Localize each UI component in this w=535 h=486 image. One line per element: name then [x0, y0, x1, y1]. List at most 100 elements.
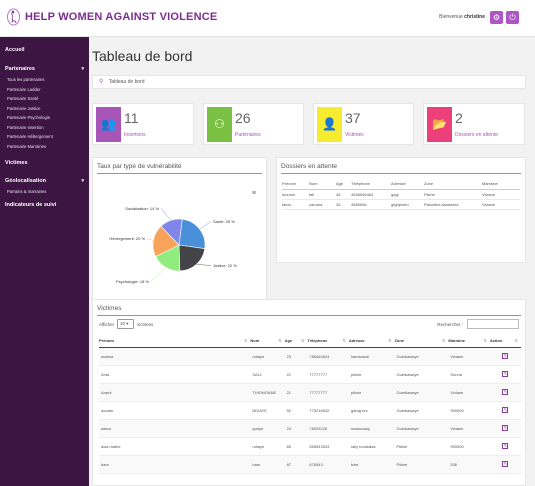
table-cell: 555543533: [307, 437, 349, 456]
column-header[interactable]: Age: [336, 178, 351, 190]
column-header[interactable]: Zone ⇅: [394, 335, 449, 348]
menu-icon[interactable]: ≡: [251, 190, 256, 197]
sidebar-subitem[interactable]: Partenaire Marraines: [7, 143, 47, 149]
column-header[interactable]: Nom ⇅: [250, 335, 285, 348]
column-header[interactable]: Prénom ⇅: [99, 335, 251, 348]
column-header[interactable]: Adresse: [391, 178, 424, 190]
pending-table: Prénom Nom Age Téléphone Adresse Zone Marraine…: [282, 178, 520, 210]
column-header[interactable]: Nom: [309, 178, 336, 190]
sidebar-item-victims[interactable]: Victimes: [5, 160, 28, 166]
table-cell: pikine: [348, 365, 395, 384]
table-cell: 45: [336, 189, 351, 200]
sidebar-item-home[interactable]: Accueil: [5, 47, 25, 53]
column-header[interactable]: Téléphone: [351, 178, 391, 190]
sort-icon: ⇅: [514, 338, 518, 344]
sidebar-item-indicators[interactable]: Indicateurs de suivi: [5, 201, 57, 208]
stat-card-insertions[interactable]: 👥 11 Insertions: [92, 103, 194, 145]
edit-icon[interactable]: ✎: [502, 389, 509, 395]
sidebar-subitem[interactable]: Partenaire Psychologie: [7, 115, 51, 120]
sidebar-subitem[interactable]: Partenaire Ladder: [7, 86, 41, 92]
table-row[interactable]: Arami THIONGANE 21 77777777 pikine Guediawaye…: [99, 383, 521, 402]
welcome-prefix: Bienvenue: [439, 14, 463, 20]
table-row[interactable]: fatou camara 26 4565656 gfghjhnhn Parcelles A…: [282, 199, 520, 210]
table-header-row: Prénom Nom Age Téléphone Adresse Zone Marraine: [282, 178, 520, 190]
sidebar-subitem[interactable]: Partenaire Santé: [7, 96, 39, 101]
pie-slice-santé[interactable]: [178, 218, 206, 250]
stat-label: Victimes: [345, 132, 364, 138]
pie-connector: [146, 238, 154, 241]
table-cell: rowaccasy: [348, 419, 395, 438]
victims-table: Prénom ⇅ Nom ⇅ Age ⇅ Téléphone ⇅ Adresse ⇅ Zone ⇅ Ma…: [99, 335, 521, 474]
action-cell: ✎: [489, 401, 521, 420]
table-cell: fche: [348, 455, 395, 474]
column-header[interactable]: Prénom: [282, 178, 309, 190]
search-input[interactable]: [467, 319, 519, 329]
column-header[interactable]: Adresse ⇅: [348, 335, 395, 348]
pie-label: Santé: 25 %: [213, 219, 235, 224]
table-row[interactable]: adama ndiaye 23 786464624 hamwasdi Guediawaye…: [99, 347, 521, 366]
table-row[interactable]: bam bam 87 676543 fche Pikine 536 ✎: [99, 455, 521, 474]
edit-icon[interactable]: ✎: [502, 371, 509, 377]
stat-label: Partenaires: [235, 132, 261, 138]
column-header[interactable]: Marraine: [482, 178, 520, 190]
table-row[interactable]: aatou gueye 24 78026226 rowaccasy Guediawaye V…: [99, 419, 521, 438]
table-cell: pikine: [348, 383, 395, 402]
stat-value: 11: [124, 110, 139, 126]
settings-button[interactable]: ⚙: [490, 11, 503, 24]
edit-icon[interactable]: ✎: [502, 407, 509, 413]
sidebar-subitem[interactable]: Tous les partenaires: [7, 77, 45, 82]
stat-card-partners[interactable]: ⚇ 26 Partenaires: [203, 103, 304, 145]
sidebar-item-geolocation[interactable]: Géolocalisation ▾: [0, 176, 89, 187]
table-row[interactable]: mounni fall 45 4546546464 gagi Pikine Viviane: [282, 189, 520, 200]
show-label: Afficher: [99, 322, 115, 327]
sidebar-subitem[interactable]: Partenaire Hébergement: [7, 134, 53, 139]
edit-icon[interactable]: ✎: [502, 353, 509, 359]
search-label: Rechercher :: [437, 322, 463, 327]
partners-icon: ⚇: [207, 107, 232, 142]
edit-icon[interactable]: ✎: [502, 443, 509, 449]
table-cell: THIONGANE: [250, 383, 285, 402]
sidebar-subitem[interactable]: Partenaire Justice: [7, 105, 41, 111]
table-cell: 676543: [307, 455, 349, 474]
page-size-select[interactable]: 10 ▾: [117, 319, 134, 329]
chevron-down-icon: ▾: [81, 178, 84, 184]
pie-connector: [196, 264, 212, 266]
column-header-label: Nom: [250, 338, 260, 344]
column-header-label: Prénom: [99, 338, 114, 344]
column-header-label: Zone: [394, 338, 405, 344]
stat-card-victims[interactable]: 👤 37 Victimes: [313, 103, 414, 145]
table-cell: hamwasdi: [348, 347, 395, 366]
pie-slice-socialisation[interactable]: [160, 218, 183, 246]
edit-icon[interactable]: ✎: [502, 461, 509, 467]
sidebar: Accueil Partenaires ▾ Tous les partenair…: [0, 37, 89, 486]
table-cell: Anta: [99, 365, 251, 384]
action-cell: ✎: [489, 437, 521, 456]
breadcrumb-label[interactable]: Tableau de bord: [108, 79, 145, 85]
table-cell: SALL: [250, 365, 285, 384]
column-header[interactable]: Action ⇅: [489, 335, 521, 348]
action-cell: ✎: [489, 419, 521, 438]
pie-slice-justice[interactable]: [178, 244, 206, 272]
pie-label: Socialisation: 14 %: [125, 206, 159, 211]
table-row[interactable]: Anta SALL 21 77777777 pikine Guediawaye Sonna ✎: [99, 365, 521, 384]
column-header-label: Age: [284, 338, 293, 344]
action-cell: ✎: [489, 365, 521, 384]
table-row[interactable]: aouam NDIAYE 52 775216632 gdrdg hrz Guediaway…: [99, 401, 521, 420]
table-cell: Guediawaye: [394, 419, 449, 438]
column-header[interactable]: Marraine ⇅: [448, 335, 490, 348]
top-bar: HELP WOMEN AGAINST VIOLENCE Bienvenue ch…: [0, 0, 535, 37]
logout-button[interactable]: ⏻: [506, 11, 519, 24]
column-header[interactable]: Téléphone ⇅: [307, 335, 349, 348]
stat-value: 26: [235, 110, 251, 126]
sidebar-item-partners[interactable]: Partenaires ▾: [0, 64, 89, 75]
column-header[interactable]: Zone: [424, 178, 482, 190]
stat-card-pending[interactable]: 📂 2 Dossiers en attente: [423, 103, 525, 145]
column-header-label: Adresse: [348, 338, 365, 344]
column-header[interactable]: Age ⇅: [284, 335, 308, 348]
edit-icon[interactable]: ✎: [502, 425, 509, 431]
table-row[interactable]: awa mathe ndiaye 65 555543533 rally boudalas…: [99, 437, 521, 456]
sidebar-subitem[interactable]: Parrains & marraines: [7, 189, 47, 194]
column-header-label: Action: [489, 338, 503, 344]
sidebar-subitem[interactable]: Partenaire Insertion: [7, 124, 44, 130]
table-cell: 87: [284, 455, 308, 474]
